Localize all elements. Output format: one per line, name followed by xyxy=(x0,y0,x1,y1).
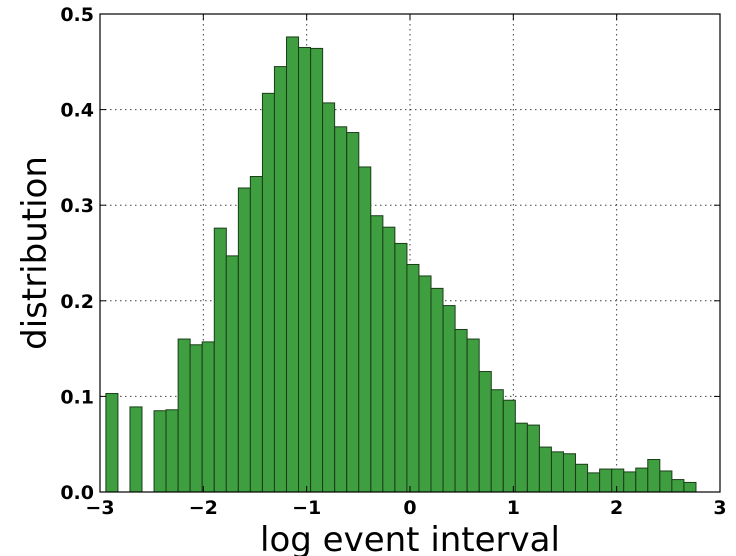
histogram-bar xyxy=(394,242,408,493)
histogram-bar xyxy=(129,406,143,493)
histogram-bar xyxy=(286,36,300,493)
histogram-bar xyxy=(454,328,468,493)
histogram-bar xyxy=(587,472,601,493)
histogram-bars xyxy=(105,36,697,493)
histogram-bar xyxy=(659,470,673,493)
y-tick-labels: 0.0 0.1 0.2 0.3 0.4 0.5 xyxy=(60,4,94,504)
histogram-bar xyxy=(249,176,263,493)
y-tick-label: 0.4 xyxy=(60,100,94,122)
x-tick-label: −3 xyxy=(85,497,114,519)
y-tick-label: 0.1 xyxy=(60,386,94,408)
x-tick-label: −1 xyxy=(292,497,321,519)
x-tick-label: 1 xyxy=(507,497,520,519)
histogram-bar xyxy=(177,338,191,493)
histogram-bar xyxy=(550,451,565,493)
histogram-bar xyxy=(382,226,396,493)
y-tick-label: 0.0 xyxy=(60,482,94,504)
histogram-bar xyxy=(213,227,227,493)
histogram-bar xyxy=(647,458,661,493)
histogram-bar xyxy=(514,422,528,493)
histogram-bar xyxy=(575,463,589,493)
histogram-bar xyxy=(346,132,360,493)
histogram-bar xyxy=(526,424,540,493)
histogram-bar xyxy=(599,468,613,493)
histogram-bar xyxy=(153,410,167,493)
histogram-bar xyxy=(322,102,336,493)
x-tick-labels: −3 −2 −1 0 1 2 3 xyxy=(85,497,726,519)
x-tick-label: 2 xyxy=(610,497,623,519)
histogram-bar xyxy=(237,187,251,493)
histogram-bar xyxy=(562,453,576,493)
histogram-bar xyxy=(273,66,287,493)
histogram-bar xyxy=(225,255,239,493)
x-tick-label: −2 xyxy=(189,497,218,519)
y-tick-label: 0.5 xyxy=(60,4,94,26)
histogram-bar xyxy=(105,393,119,493)
histogram-bar xyxy=(430,287,444,493)
histogram-bar xyxy=(358,166,372,493)
histogram-bar xyxy=(310,47,324,493)
histogram-bar xyxy=(298,46,312,493)
histogram-bar xyxy=(538,446,552,493)
histogram-bar xyxy=(635,467,649,493)
histogram-bar xyxy=(683,481,697,493)
histogram-bar xyxy=(370,215,384,493)
x-tick-label: 3 xyxy=(713,497,726,519)
histogram-bar xyxy=(466,338,480,493)
histogram-bar xyxy=(623,471,637,493)
histogram-bar xyxy=(442,305,456,493)
histogram-bar xyxy=(671,479,685,493)
y-tick-label: 0.2 xyxy=(60,291,94,313)
histogram-bar xyxy=(418,275,432,493)
y-tick-label: 0.3 xyxy=(60,195,94,217)
y-axis-label: distribution xyxy=(15,156,55,350)
histogram-bar xyxy=(334,126,348,493)
histogram-bar xyxy=(406,263,420,493)
histogram-bar xyxy=(490,389,504,493)
axis-ticks xyxy=(99,13,721,493)
histogram-bar xyxy=(261,92,275,493)
histogram-bar xyxy=(478,371,492,493)
x-tick-label: 0 xyxy=(403,497,416,519)
histogram-bar xyxy=(165,409,179,493)
histogram-bar xyxy=(502,399,516,493)
histogram-bar xyxy=(201,341,215,493)
histogram-bar xyxy=(189,344,203,493)
x-axis-label: log event interval xyxy=(260,520,560,556)
histogram-bar xyxy=(611,468,625,493)
